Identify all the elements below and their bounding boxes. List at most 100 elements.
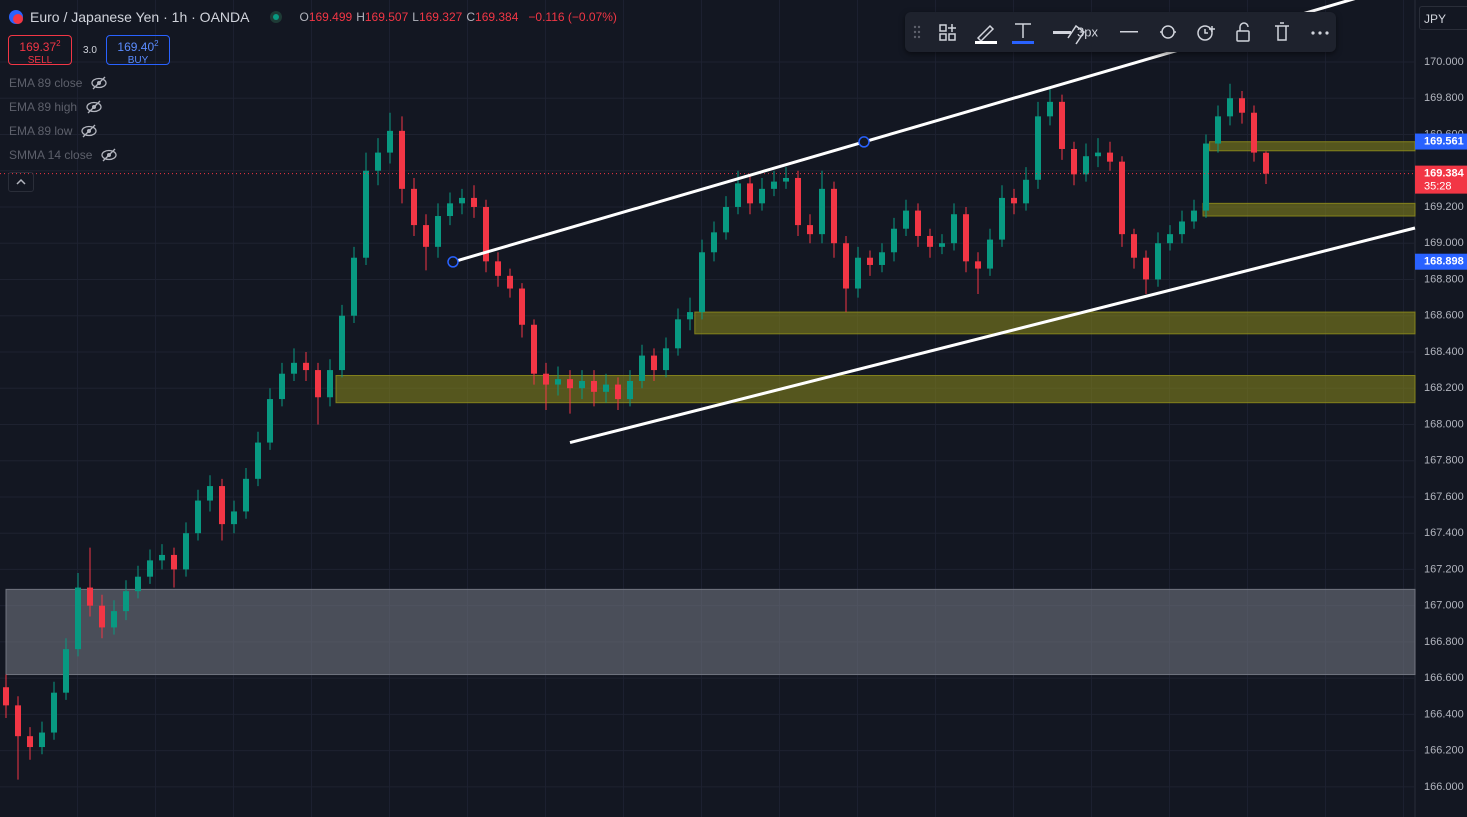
candle-body [1095, 152, 1101, 157]
candle-body [255, 442, 261, 479]
candle-body [75, 587, 81, 650]
trend-line [569, 226, 1416, 445]
y-tick-label: 166.400 [1424, 708, 1464, 720]
width-icon[interactable] [1053, 31, 1071, 34]
candle-body [147, 560, 153, 577]
candle-body [903, 210, 909, 229]
lock-icon[interactable] [1236, 30, 1250, 42]
candle-body [231, 511, 237, 525]
line-color-icon[interactable] [976, 24, 995, 43]
y-tick-label: 167.600 [1424, 491, 1464, 503]
alert-icon[interactable] [1197, 25, 1213, 41]
indicator: EMA 89 high [9, 100, 103, 114]
price-tag [1415, 253, 1467, 270]
candle-body [303, 362, 309, 371]
candle-body [111, 611, 117, 628]
style-icon[interactable] [1161, 25, 1175, 39]
hidden-icon[interactable] [90, 76, 108, 90]
candle-body [603, 384, 609, 392]
indicator-name: EMA 89 low [9, 124, 73, 138]
buy-price: 169.40 [117, 40, 155, 54]
candle-body [1035, 116, 1041, 180]
y-tick-label: 166.800 [1424, 636, 1464, 648]
candle-body [1143, 257, 1149, 280]
candle-body [531, 324, 537, 374]
candle-body [435, 216, 441, 247]
candle-body [1215, 116, 1221, 144]
candle-body [627, 380, 633, 400]
price-tag-label: 169.561 [1424, 135, 1464, 147]
candle-body [915, 210, 921, 236]
currency-button[interactable]: JPY [1419, 6, 1467, 30]
candle-body [159, 554, 165, 561]
candle-body [1107, 152, 1113, 162]
sell-pip: 2 [56, 39, 61, 48]
candle-body [807, 225, 813, 235]
candle-body [51, 692, 57, 733]
sell-button[interactable]: 169.372 SELL [8, 35, 72, 66]
templates-icon[interactable] [939, 24, 947, 32]
collapse-button[interactable] [8, 172, 34, 192]
ohlc-key: C [466, 10, 476, 24]
candle-body [351, 257, 357, 316]
line-width[interactable]: 3px [1077, 24, 1098, 39]
indicator-name: EMA 89 high [9, 100, 78, 114]
settings-icon[interactable] [1067, 24, 1086, 45]
candle-body [687, 312, 693, 320]
ohlc-value: 169.327 [418, 10, 463, 24]
candle-body [135, 576, 141, 592]
candle-body [399, 130, 405, 189]
sell-label: SELL [27, 55, 53, 66]
line-style-icon[interactable] [1120, 31, 1138, 33]
price-tag [1415, 165, 1467, 194]
candle-body [1251, 112, 1257, 153]
y-tick-label: 168.600 [1424, 310, 1464, 322]
candle-body [279, 373, 285, 400]
candle-body [723, 206, 729, 233]
delete-icon[interactable] [1275, 22, 1289, 41]
ohlc-legend: O169.499 H169.507 L169.327 C169.384 [299, 10, 522, 24]
indicator: EMA 89 close [9, 76, 108, 90]
buy-button[interactable]: 169.402 BUY [106, 35, 170, 66]
y-tick-label: 167.200 [1424, 563, 1464, 575]
candle-body [867, 257, 873, 265]
candle-body [831, 188, 837, 244]
candle-body [1167, 234, 1173, 244]
zone [5, 588, 1416, 676]
candle-body [543, 373, 549, 385]
hidden-icon[interactable] [100, 148, 118, 162]
candle-body [951, 214, 957, 244]
candle-body [99, 605, 105, 628]
candle-body [63, 649, 69, 693]
more-icon[interactable] [1311, 31, 1329, 35]
candle-body [27, 736, 33, 748]
candle-body [1239, 98, 1245, 113]
candle-body [207, 486, 213, 501]
candle-body [1155, 243, 1161, 280]
line-handle [447, 256, 459, 268]
text-color-icon[interactable] [1015, 23, 1031, 38]
y-tick-label: 170.000 [1424, 56, 1464, 68]
candle-body [39, 732, 45, 748]
y-tick-label: 167.000 [1424, 600, 1464, 612]
zone [335, 375, 1416, 404]
hidden-icon[interactable] [85, 100, 103, 114]
y-tick-label: 166.200 [1424, 745, 1464, 757]
candle-body [699, 252, 705, 313]
change: −0.116 (−0.07%) [528, 10, 617, 24]
hidden-icon[interactable] [80, 124, 98, 138]
zone [1209, 141, 1416, 152]
candle-body [483, 206, 489, 262]
candles [3, 83, 1269, 780]
market-status [270, 11, 283, 23]
candle-body [1203, 143, 1209, 211]
candle-body [999, 197, 1005, 240]
candle-body [795, 177, 801, 226]
y-tick-label: 168.800 [1424, 273, 1464, 285]
candle-body [267, 399, 273, 443]
candle-body [591, 380, 597, 392]
candle-body [735, 183, 741, 207]
candle-body [1047, 101, 1053, 117]
candle-body [291, 362, 297, 374]
